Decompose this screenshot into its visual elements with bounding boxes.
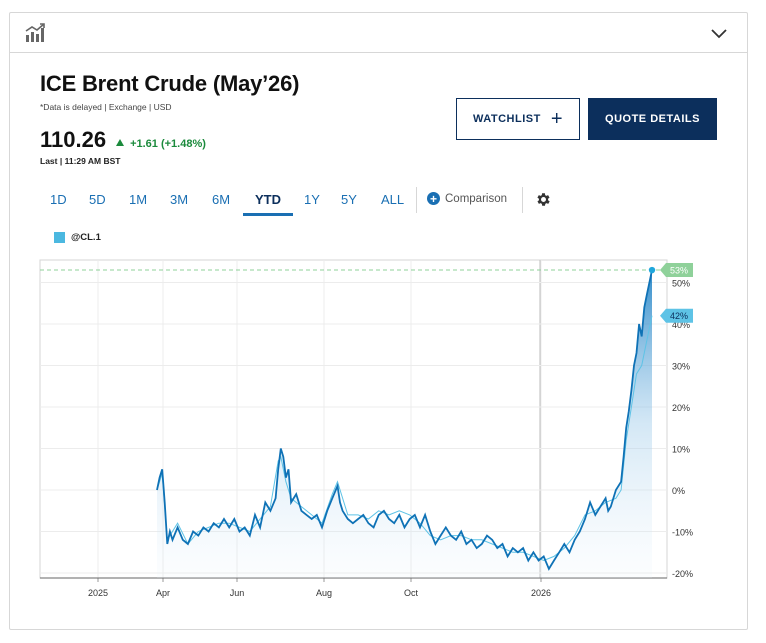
tab-all[interactable]: ALL <box>381 192 405 207</box>
price-change-value: +1.61 (+1.48%) <box>130 137 206 150</box>
tab-6m[interactable]: 6M <box>212 192 231 207</box>
timeframe-tabs: 1D 5D 1M 3M 6M YTD 1Y 5Y ALL <box>40 185 720 217</box>
price-row: 110.26 +1.61 (+1.48%) <box>40 127 206 153</box>
watchlist-label: WATCHLIST <box>472 113 541 125</box>
tab-3m[interactable]: 3M <box>170 192 189 207</box>
tabs-divider <box>416 187 417 213</box>
settings-divider <box>522 187 523 213</box>
watchlist-button[interactable]: WATCHLIST + <box>456 98 580 140</box>
comparison-label: Comparison <box>445 192 507 205</box>
chart-legend: @CL.1 <box>54 232 101 243</box>
comparison-button[interactable]: + Comparison <box>427 192 507 205</box>
add-circle-icon: + <box>427 192 440 205</box>
chevron-down-icon[interactable] <box>709 23 729 43</box>
price-change: +1.61 (+1.48%) <box>116 138 206 150</box>
legend-label: @CL.1 <box>71 232 101 243</box>
tab-ytd[interactable]: YTD <box>255 192 281 207</box>
gear-icon[interactable] <box>535 191 552 208</box>
tab-5y[interactable]: 5Y <box>341 192 357 207</box>
card-header <box>10 13 747 53</box>
legend-swatch <box>54 232 65 243</box>
tab-1y[interactable]: 1Y <box>304 192 320 207</box>
last-price: 110.26 <box>40 127 107 152</box>
active-tab-indicator <box>243 213 293 216</box>
quote-details-button[interactable]: QUOTE DETAILS <box>588 98 717 140</box>
last-update-time: Last | 11:29 AM BST <box>40 156 121 166</box>
quote-details-label: QUOTE DETAILS <box>605 113 700 125</box>
tab-1m[interactable]: 1M <box>129 192 148 207</box>
instrument-title: ICE Brent Crude (May’26) <box>40 71 300 96</box>
bar-chart-icon[interactable] <box>24 22 46 44</box>
plus-icon: + <box>550 108 564 130</box>
up-arrow-icon <box>116 139 125 146</box>
tab-5d[interactable]: 5D <box>89 192 106 207</box>
data-delay-note: *Data is delayed | Exchange | USD <box>40 102 172 112</box>
tab-1d[interactable]: 1D <box>50 192 67 207</box>
